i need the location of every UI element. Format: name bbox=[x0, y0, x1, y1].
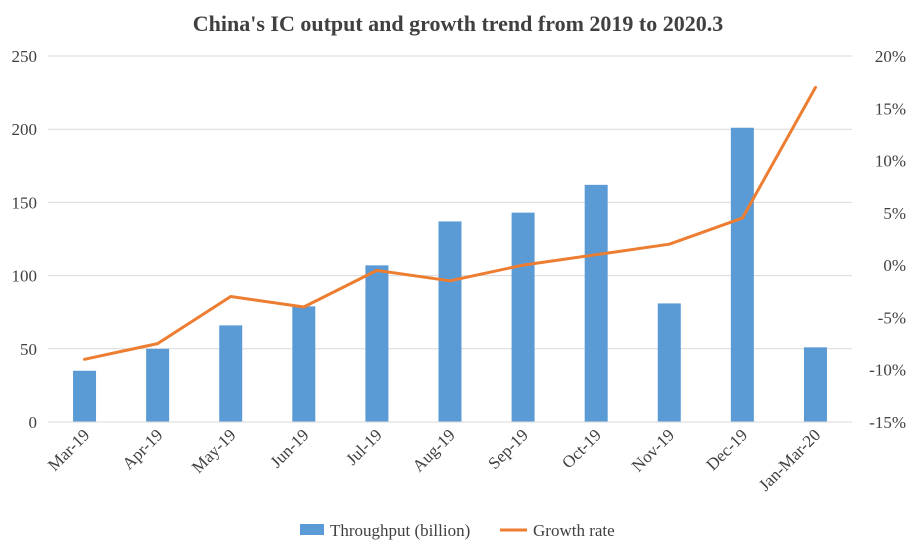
x-tick-label: Apr-19 bbox=[119, 425, 167, 473]
bar bbox=[146, 348, 170, 422]
left-axis: 0 50 100 150 200 250 bbox=[12, 47, 38, 432]
bar bbox=[584, 184, 608, 422]
bar bbox=[219, 325, 243, 422]
right-tick-label: 5% bbox=[883, 204, 906, 223]
right-axis: -15% -10% -5% 0% 5% 10% 15% 20% bbox=[869, 47, 906, 432]
x-tick-label: Sep-19 bbox=[484, 425, 531, 472]
right-tick-label: 10% bbox=[875, 152, 906, 171]
left-tick-label: 250 bbox=[12, 47, 38, 66]
x-tick-label: Nov-19 bbox=[628, 425, 678, 475]
bar bbox=[511, 212, 535, 422]
left-tick-label: 0 bbox=[29, 413, 38, 432]
x-tick-label: Mar-19 bbox=[44, 425, 93, 474]
bar bbox=[730, 127, 754, 423]
legend-label-throughput: Throughput (billion) bbox=[330, 521, 470, 540]
legend: Throughput (billion) Growth rate bbox=[300, 521, 615, 540]
right-tick-label: 15% bbox=[875, 99, 906, 118]
x-tick-label: Aug-19 bbox=[409, 425, 459, 475]
gridlines bbox=[48, 55, 852, 350]
bar bbox=[292, 306, 316, 422]
left-tick-label: 200 bbox=[12, 120, 38, 139]
x-tick-label: Dec-19 bbox=[702, 425, 751, 474]
x-axis: Mar-19 Apr-19 May-19 Jun-19 Jul-19 Aug-19 Sep-… bbox=[44, 421, 852, 495]
left-tick-label: 150 bbox=[12, 193, 38, 212]
x-tick-label: Oct-19 bbox=[558, 425, 605, 472]
legend-swatch-throughput bbox=[300, 524, 324, 535]
x-tick-label: May-19 bbox=[188, 425, 239, 476]
growth-rate-line bbox=[83, 85, 817, 361]
chart-title: China's IC output and growth trend from … bbox=[193, 11, 724, 36]
bar bbox=[73, 370, 97, 422]
bar-series bbox=[73, 127, 827, 423]
bar bbox=[365, 265, 389, 422]
left-tick-label: 100 bbox=[12, 267, 38, 286]
x-tick-label: Jul-19 bbox=[342, 425, 385, 468]
line-series bbox=[83, 85, 817, 361]
bar bbox=[438, 221, 462, 422]
right-tick-label: 20% bbox=[875, 47, 906, 66]
x-tick-label: Jan-Mar-20 bbox=[755, 425, 824, 494]
bar bbox=[657, 303, 681, 422]
x-tick-label: Jun-19 bbox=[266, 425, 312, 471]
right-tick-label: 0% bbox=[883, 256, 906, 275]
left-tick-label: 50 bbox=[20, 340, 37, 359]
right-tick-label: -5% bbox=[878, 308, 906, 327]
right-tick-label: -15% bbox=[869, 413, 906, 432]
right-tick-label: -10% bbox=[869, 361, 906, 380]
legend-label-growth-rate: Growth rate bbox=[533, 521, 615, 540]
bar bbox=[803, 347, 827, 422]
